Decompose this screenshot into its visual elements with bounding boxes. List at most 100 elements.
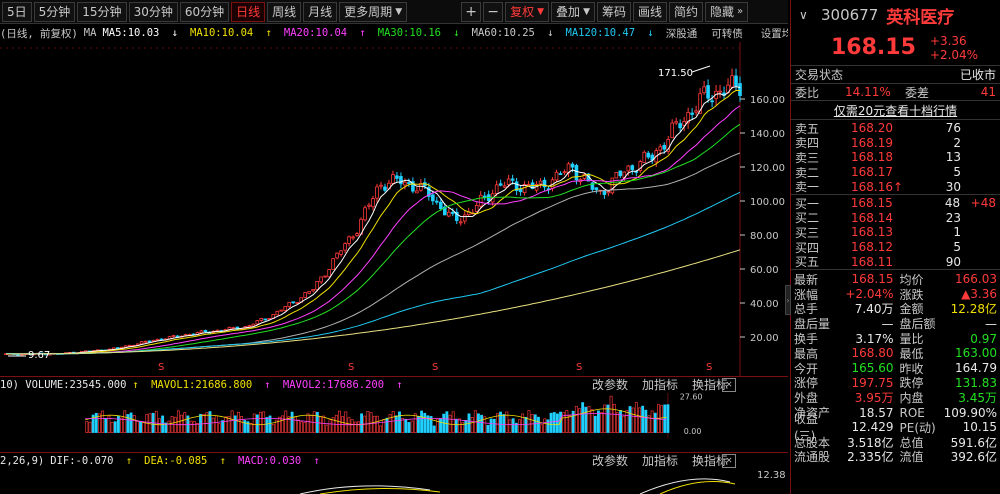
period-30min[interactable]: 30分钟 (128, 1, 178, 22)
volume-bar (287, 416, 291, 433)
link-convertible[interactable]: 可转债 (711, 27, 743, 40)
stat-label: 昨收 (899, 361, 924, 376)
period-weekly[interactable]: 周线 (267, 1, 302, 22)
stat-label: 金额 (899, 302, 924, 317)
stat-label: 流值 (899, 450, 924, 465)
candle-body (303, 292, 307, 298)
bid-price: 168.12 (851, 240, 893, 255)
stat-label: 净资产 (794, 406, 831, 421)
close-icon[interactable]: ✕ (722, 453, 736, 468)
stat-row: 涨停 197.75 跌停 131.83 (791, 376, 1000, 391)
zoom-in-icon[interactable]: + (461, 1, 482, 22)
stat-row: 收益(三) 12.429 PE(动) 10.15 (791, 412, 1000, 443)
ask-volume: 30 (945, 179, 961, 194)
volume-bar (492, 418, 496, 433)
stat-label: 涨停 (794, 376, 819, 391)
overlay-dropdown[interactable]: 叠加 ▼ (551, 1, 595, 22)
stat-row: 最高 168.80 最低 163.00 (791, 346, 1000, 361)
volume-bar (366, 411, 370, 433)
stat-value: +2.04% (845, 287, 894, 302)
candle-body (411, 181, 415, 192)
candle-body (391, 174, 395, 184)
bid-volume: 90 (945, 254, 961, 269)
bid-row: 买三 168.13 1 (791, 225, 1000, 240)
fuquan-dropdown[interactable]: 复权 ▼ (505, 1, 550, 22)
volume-bar (644, 409, 648, 433)
volume-bar (634, 402, 638, 433)
candle-body (283, 306, 288, 311)
candle-body (295, 302, 300, 304)
link-ma-settings[interactable]: 设置均线 (760, 27, 788, 40)
volume-bar (429, 416, 433, 433)
volume-bar (615, 412, 619, 433)
macd-edit-params[interactable]: 改参数 (591, 454, 628, 468)
candle-body (335, 252, 339, 259)
volume-edit-params[interactable]: 改参数 (591, 378, 628, 392)
promo-link[interactable]: 仅需20元查看十档行情 (791, 100, 1000, 119)
stat-label: 盘后量 (794, 317, 831, 332)
macd-switch-indicator[interactable]: 换指标 (691, 454, 728, 468)
volume-bar (218, 423, 221, 433)
chips-button[interactable]: 筹码 (596, 1, 631, 22)
candle-body (175, 335, 180, 338)
volume-bar (511, 418, 515, 433)
overlay-label: 叠加 (556, 5, 581, 19)
stat-value: 12.28亿 (950, 302, 998, 317)
volume-bar (552, 412, 556, 433)
candle-body (666, 138, 670, 152)
zoom-out-icon[interactable]: − (483, 1, 504, 22)
price-tick-label: 20.00 (750, 333, 779, 344)
candle-body (694, 110, 698, 113)
draw-line-button[interactable]: 画线 (633, 1, 668, 22)
volume-bar (107, 415, 111, 433)
volume-bar (597, 410, 600, 433)
dif-value: DIF:-0.070 ↑ (50, 455, 138, 467)
volume-bar (224, 416, 228, 433)
bid-price: 168.13 (851, 225, 893, 240)
bid-row: 买二 168.14 23 (791, 211, 1000, 226)
volume-bar (195, 423, 199, 433)
volume-chart[interactable]: 27.60 0.00 (0, 393, 788, 450)
panel-collapse-handle[interactable]: › (785, 285, 791, 315)
close-icon[interactable]: ✕ (722, 377, 736, 392)
status-value: 已收市 (959, 68, 996, 82)
volume-bar (650, 410, 654, 433)
volume-add-indicator[interactable]: 加指标 (641, 378, 678, 392)
volume-bar (91, 414, 95, 433)
candle-body (251, 323, 256, 327)
period-5day[interactable]: 5日 (2, 1, 32, 22)
volume-bar (379, 425, 382, 433)
more-periods-dropdown[interactable]: 更多周期 ▼ (339, 1, 408, 22)
candle-body (474, 205, 479, 212)
period-monthly[interactable]: 月线 (303, 1, 338, 22)
candle-body (514, 181, 519, 191)
period-60min[interactable]: 60分钟 (179, 1, 230, 22)
hide-button[interactable]: 隐藏» (705, 1, 749, 22)
ma-line (5, 152, 741, 355)
period-daily[interactable]: 日线 (231, 1, 266, 22)
ask-volume: 13 (945, 150, 961, 165)
volume-bar (319, 416, 322, 433)
volume-bar (116, 415, 120, 433)
chevron-down-icon[interactable]: ∨ (799, 8, 808, 22)
stat-value: 18.57 (859, 405, 894, 420)
kline-chart[interactable]: 160.00 140.00 120.00 100.00 80.00 60.00 40.00 2… (0, 42, 788, 376)
volume-bar (417, 416, 420, 433)
volume-bar (94, 412, 98, 433)
candle-body (383, 186, 387, 191)
volume-switch-indicator[interactable]: 换指标 (691, 378, 728, 392)
link-hk-connect[interactable]: 深股通 (665, 27, 698, 40)
period-5min[interactable]: 5分钟 (33, 1, 76, 22)
candle-body (371, 198, 375, 208)
mavol2-value: ↑ MAVOL2:17686.200 ↑ (264, 379, 408, 391)
volume-bar (502, 414, 506, 433)
stat-label: 涨幅 (794, 287, 819, 302)
candle-body (307, 291, 311, 294)
ask-price: 168.19 (851, 135, 893, 150)
period-15min[interactable]: 15分钟 (77, 1, 127, 22)
simple-mode-button[interactable]: 简约 (669, 1, 704, 22)
volume-bar (296, 419, 300, 433)
change-percent: +2.04% (929, 47, 979, 62)
macd-add-indicator[interactable]: 加指标 (641, 454, 678, 468)
macd-chart[interactable]: 12.38 (0, 468, 788, 494)
